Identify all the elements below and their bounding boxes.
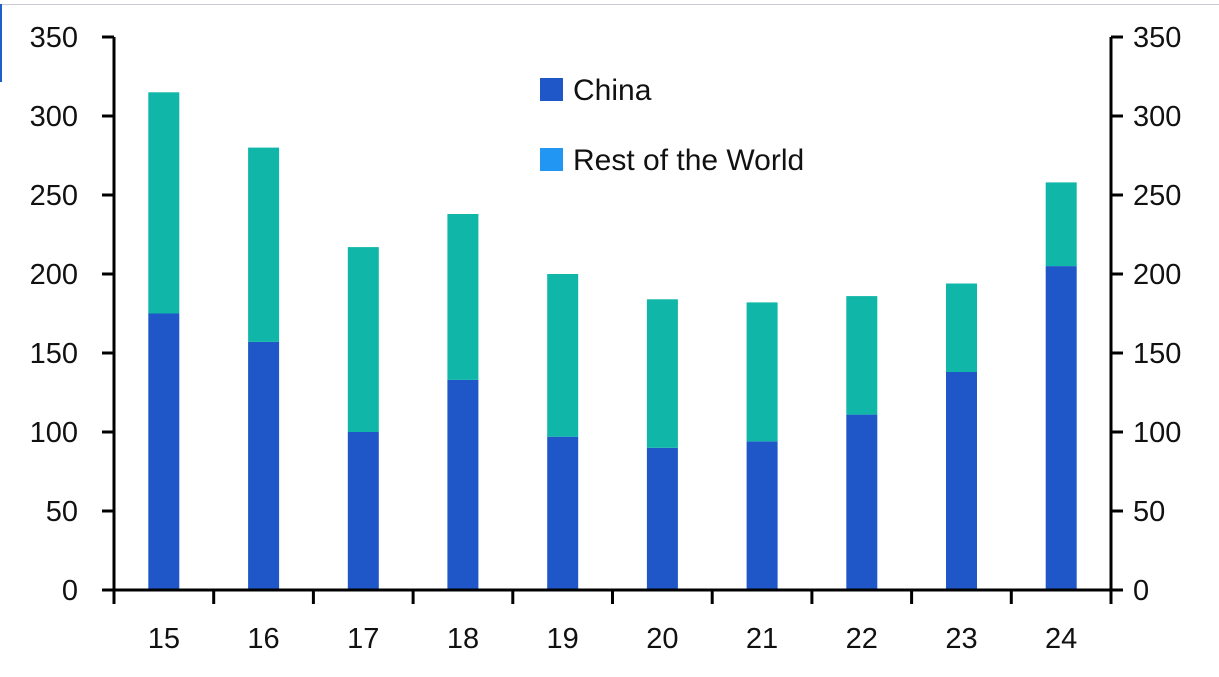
y-tick-label-right: 0 <box>1133 575 1149 607</box>
bar-rest-of-world-19 <box>547 274 579 437</box>
y-tick-label-right: 250 <box>1133 180 1181 212</box>
bar-china-16 <box>248 341 280 590</box>
bar-china-18 <box>447 379 479 590</box>
x-tick-label-23: 23 <box>945 623 977 655</box>
legend-swatch-china <box>540 78 563 101</box>
x-tick-label-22: 22 <box>846 623 878 655</box>
bar-china-24 <box>1045 266 1077 590</box>
bar-china-20 <box>646 447 678 590</box>
y-tick-label-right: 50 <box>1133 496 1165 528</box>
bar-rest-of-world-23 <box>946 283 977 372</box>
bar-rest-of-world-22 <box>846 296 878 415</box>
y-tick-label-right: 300 <box>1133 101 1181 133</box>
legend-label-china: China <box>573 74 652 107</box>
bar-rest-of-world-15 <box>148 92 180 314</box>
x-tick-label-17: 17 <box>347 623 379 655</box>
y-tick-label-right: 350 <box>1133 22 1181 54</box>
y-tick-label-left: 350 <box>30 22 78 54</box>
y-tick-label-right: 100 <box>1133 417 1181 449</box>
x-tick-label-21: 21 <box>746 623 778 655</box>
x-tick-label-16: 16 <box>247 623 279 655</box>
y-tick-label-left: 0 <box>62 575 78 607</box>
bar-china-17 <box>347 432 379 590</box>
y-tick-label-left: 50 <box>46 496 78 528</box>
y-tick-label-left: 300 <box>30 101 78 133</box>
x-tick-label-20: 20 <box>646 623 678 655</box>
bar-rest-of-world-24 <box>1045 182 1077 267</box>
top-border-line <box>0 4 1219 5</box>
bar-china-21 <box>746 441 778 590</box>
bar-china-19 <box>547 436 579 590</box>
legend-label-rest-of-world: Rest of the World <box>573 144 804 177</box>
left-edge-accent <box>0 4 2 82</box>
bar-china-23 <box>946 372 977 590</box>
y-tick-label-right: 150 <box>1133 338 1181 370</box>
bar-rest-of-world-16 <box>248 147 280 342</box>
bar-rest-of-world-18 <box>447 214 479 380</box>
y-tick-label-left: 100 <box>30 417 78 449</box>
bar-china-15 <box>148 313 180 590</box>
bar-rest-of-world-17 <box>347 247 379 432</box>
bar-rest-of-world-21 <box>746 302 778 442</box>
x-tick-label-15: 15 <box>148 623 180 655</box>
y-tick-label-left: 200 <box>30 259 78 291</box>
bar-rest-of-world-20 <box>646 299 678 448</box>
y-tick-label-right: 200 <box>1133 259 1181 291</box>
legend-swatch-rest-of-world <box>540 148 563 171</box>
x-tick-label-18: 18 <box>447 623 479 655</box>
x-tick-label-24: 24 <box>1045 623 1077 655</box>
y-tick-label-left: 150 <box>30 338 78 370</box>
bar-china-22 <box>846 414 878 590</box>
y-tick-label-left: 250 <box>30 180 78 212</box>
x-tick-label-19: 19 <box>547 623 579 655</box>
